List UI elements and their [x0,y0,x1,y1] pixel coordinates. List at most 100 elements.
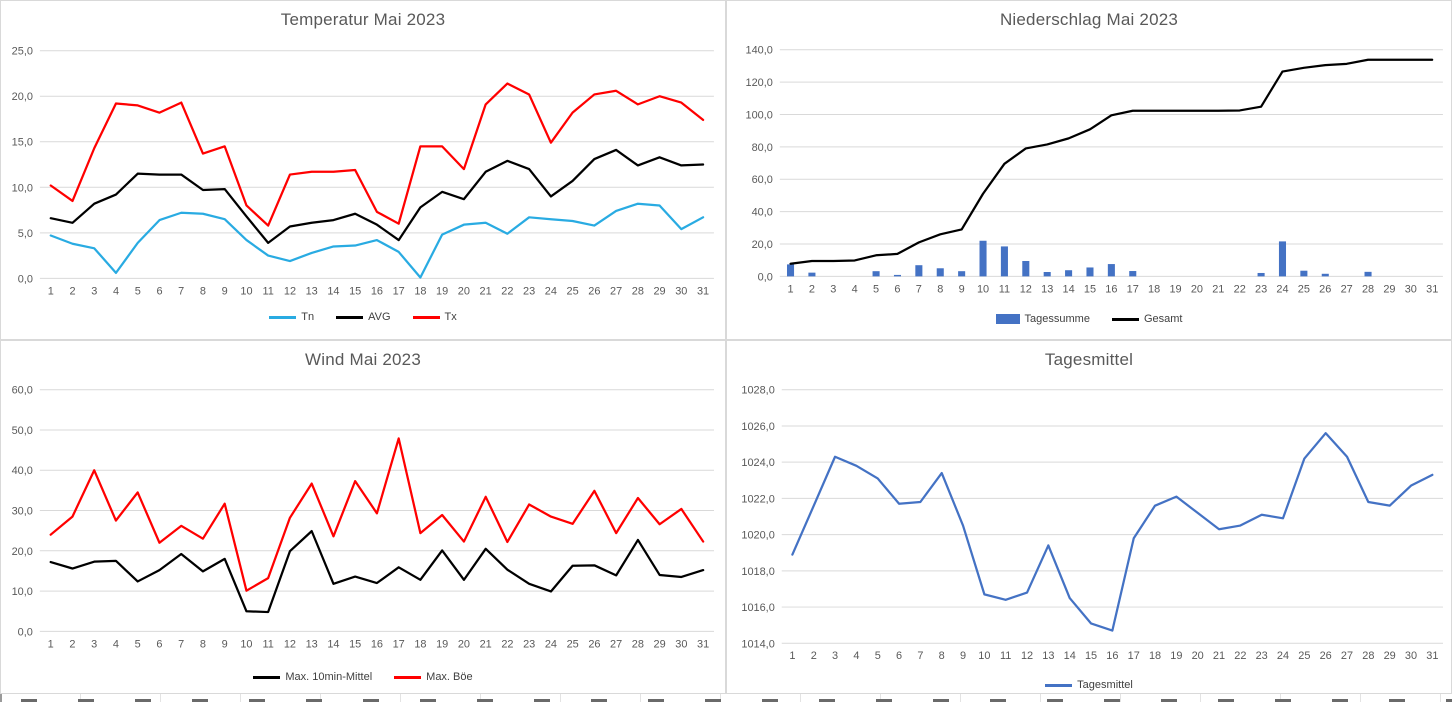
temperature-chart-panel: 0,0 5,0 10,0 15,0 20,0 25,0 1 2 3 4 5 6 7 8 9 10 11 12 13 1… [0,0,726,340]
y-tick-label: 60,0 [12,385,33,397]
precipitation-legend: Tagessumme Gesamt [727,311,1451,327]
x-tick-label: 29 [653,285,665,297]
x-tick-label: 24 [1276,283,1288,295]
wind-y-axis-labels: 0,0 10,0 20,0 30,0 40,0 50,0 60,0 [12,385,33,639]
bar [1065,270,1073,277]
bar [1278,241,1287,277]
y-tick-label: 0,0 [18,626,33,638]
series-bars-Tagessumme [786,240,1372,277]
x-tick-label: 16 [1106,650,1118,662]
series-line-AVG [49,148,705,244]
temperature-x-axis-labels: 1 2 3 4 5 6 7 8 9 10 11 12 13 14 15 16 17 18 19 20 21 22 23 24 2… [48,285,709,297]
pressure-x-axis-labels: 1 2 3 4 5 6 7 8 9 10 11 12 13 14 15 16 17 18 19 20 21 22 23 24 2… [789,650,1438,662]
x-tick-label: 27 [610,285,622,297]
series-line-Gesamt [789,58,1434,265]
y-tick-label: 60,0 [752,174,773,186]
y-tick-label: 20,0 [12,91,33,103]
x-tick-label: 23 [1255,283,1267,295]
x-tick-label: 31 [697,638,709,650]
legend-line-swatch-Tagesmittel [1045,683,1073,687]
x-tick-label: 15 [1084,283,1096,295]
x-tick-label: 24 [545,638,557,650]
x-tick-label: 4 [113,638,119,650]
x-tick-label: 27 [610,638,622,650]
x-tick-label: 25 [1298,650,1310,662]
x-tick-label: 17 [1128,650,1140,662]
y-tick-label: 1022,0 [741,493,774,505]
y-tick-label: 120,0 [746,77,773,89]
x-tick-label: 18 [414,285,426,297]
legend-line-swatch-Tn [269,315,297,319]
legend-label: Max. Böe [426,671,473,683]
x-tick-label: 14 [1064,650,1076,662]
temperature-chart-title: Temperatur Mai 2023 [280,10,446,29]
legend-item-Tx: Tx [412,311,457,323]
x-tick-label: 2 [811,650,817,662]
bar [1300,270,1308,277]
x-tick-label: 20 [458,638,470,650]
bar [1107,264,1115,277]
x-tick-label: 9 [222,285,228,297]
y-tick-label: 1016,0 [741,602,774,614]
x-tick-label: 27 [1341,650,1353,662]
x-tick-label: 8 [200,285,206,297]
x-tick-label: 29 [654,638,666,650]
x-tick-label: 21 [1213,650,1225,662]
wind-plot: 0,010,020,030,040,050,060,01 2 3 4 5 6 7 8 9 10 11… [12,385,715,650]
x-tick-label: 7 [178,638,184,650]
bar [1321,273,1329,277]
x-tick-label: 20 [458,285,470,297]
x-tick-label: 18 [414,638,426,650]
x-tick-label: 21 [480,285,492,297]
x-tick-label: 24 [1277,650,1289,662]
x-tick-label: 23 [1256,650,1268,662]
wind-x-axis-labels: 1 2 3 4 5 6 7 8 9 10 11 12 13 14 15 16 17 18 19 20 21 22 23 24 2… [48,638,710,650]
x-tick-label: 26 [1320,650,1332,662]
bar [1129,271,1137,277]
x-tick-label: 30 [1405,283,1417,295]
x-tick-label: 11 [263,638,274,650]
y-tick-label: 1026,0 [741,421,774,433]
x-tick-label: 2 [69,285,75,297]
legend-label: Max. 10min-Mittel [285,671,373,683]
pressure-plot: 1014,01016,01018,01020,01022,01024,01026… [741,385,1443,662]
wind-gridlines [39,389,715,632]
x-tick-label: 11 [999,283,1010,295]
temperature-plot: 0,05,010,015,020,025,01 2 3 4 5 6 7 8 9 10 11 12 13 1… [12,46,714,297]
x-tick-label: 19 [1169,283,1181,295]
bar [979,240,987,277]
series-line-Max. Böe [49,437,705,592]
y-tick-label: 20,0 [752,239,773,251]
bar [893,274,902,277]
x-tick-label: 8 [937,283,943,295]
legend-item-Gesamt: Gesamt [1111,313,1182,325]
x-tick-label: 25 [567,638,579,650]
legend-line-swatch-Tx [412,315,440,319]
x-tick-label: 17 [393,285,405,297]
legend-line-swatch-Max. 10min-Mittel [253,675,281,679]
x-tick-label: 2 [809,283,815,295]
x-tick-label: 12 [284,638,296,650]
y-tick-label: 140,0 [746,45,773,57]
temperature-y-axis-labels: 0,0 5,0 10,0 15,0 20,0 25,0 [12,46,33,286]
x-tick-label: 1 [48,638,54,650]
x-tick-label: 15 [349,285,361,297]
legend-item-AVG: AVG [336,311,391,323]
pressure-gridlines [781,389,1443,644]
spreadsheet-row-strip [0,694,1452,702]
y-tick-label: 1018,0 [741,566,774,578]
x-tick-label: 15 [349,638,361,650]
precipitation-chart-title: Niederschlag Mai 2023 [999,10,1179,29]
y-tick-label: 100,0 [746,109,773,121]
series-line-Tx [49,82,705,227]
x-tick-label: 10 [978,650,990,662]
x-tick-label: 26 [588,638,600,650]
x-tick-label: 13 [1042,650,1054,662]
y-tick-label: 20,0 [12,546,33,558]
temperature-gridlines [39,50,714,279]
y-tick-label: 80,0 [752,142,773,154]
x-tick-label: 7 [917,650,923,662]
y-tick-label: 1024,0 [741,457,774,469]
x-tick-label: 13 [306,638,318,650]
